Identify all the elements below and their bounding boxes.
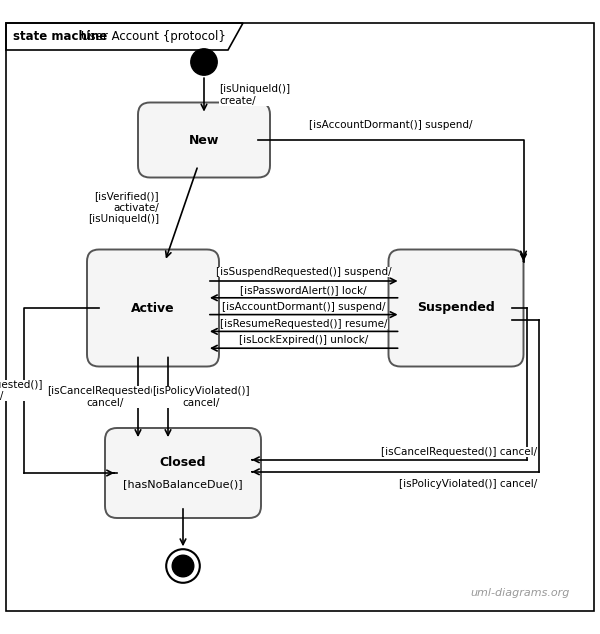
- Circle shape: [172, 555, 194, 577]
- Text: New: New: [189, 134, 219, 146]
- FancyBboxPatch shape: [138, 103, 270, 178]
- Text: Closed: Closed: [160, 456, 206, 469]
- Text: state machine: state machine: [13, 30, 107, 42]
- FancyBboxPatch shape: [105, 428, 261, 518]
- Text: [isLockExpired()] unlock/: [isLockExpired()] unlock/: [239, 335, 368, 346]
- Text: Suspended: Suspended: [417, 302, 495, 314]
- Text: [isSuspendRequested()] suspend/: [isSuspendRequested()] suspend/: [216, 267, 392, 277]
- Text: [isPasswordAlert()] lock/: [isPasswordAlert()] lock/: [241, 285, 367, 295]
- Text: [isPolicyViolated()] cancel/: [isPolicyViolated()] cancel/: [399, 479, 537, 489]
- Text: [isPolicyViolated()]
cancel/: [isPolicyViolated()] cancel/: [152, 387, 250, 408]
- Text: User Account {protocol}: User Account {protocol}: [81, 30, 226, 42]
- Circle shape: [191, 49, 217, 75]
- Text: uml-diagrams.org: uml-diagrams.org: [470, 588, 570, 598]
- Text: [isCancelRequested()]
cancel/: [isCancelRequested()] cancel/: [47, 387, 163, 408]
- Text: [hasNoBalanceDue()]: [hasNoBalanceDue()]: [123, 479, 243, 489]
- Text: [isVerified()]
activate/
[isUniqueId()]: [isVerified()] activate/ [isUniqueId()]: [88, 191, 159, 224]
- Text: [isUniqueId()]
create/: [isUniqueId()] create/: [219, 84, 290, 106]
- Text: [isAccountDormant()] suspend/: [isAccountDormant()] suspend/: [222, 302, 386, 312]
- Text: [isCancelRequested()]
cancel/: [isCancelRequested()] cancel/: [0, 380, 43, 401]
- FancyBboxPatch shape: [389, 250, 523, 366]
- Text: Active: Active: [131, 302, 175, 314]
- FancyBboxPatch shape: [87, 250, 219, 366]
- Text: [isResumeRequested()] resume/: [isResumeRequested()] resume/: [220, 319, 388, 328]
- Text: [isAccountDormant()] suspend/: [isAccountDormant()] suspend/: [309, 120, 473, 130]
- Text: [isCancelRequested()] cancel/: [isCancelRequested()] cancel/: [381, 447, 537, 457]
